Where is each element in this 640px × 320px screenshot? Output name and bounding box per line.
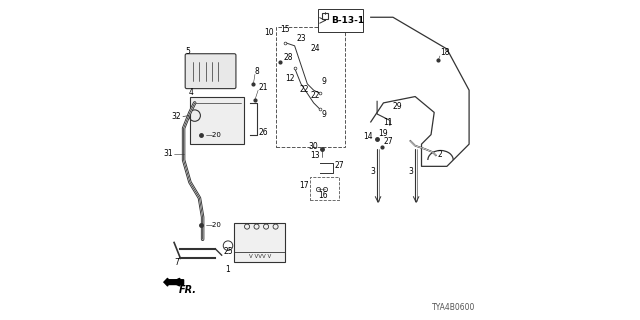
Text: 27: 27 bbox=[334, 161, 344, 170]
Text: 28: 28 bbox=[284, 53, 293, 62]
FancyBboxPatch shape bbox=[234, 223, 285, 261]
Text: 14: 14 bbox=[363, 132, 372, 141]
Text: 4: 4 bbox=[188, 88, 193, 97]
Text: 21: 21 bbox=[258, 83, 268, 92]
FancyArrow shape bbox=[164, 278, 184, 286]
FancyBboxPatch shape bbox=[190, 97, 244, 144]
Text: 22: 22 bbox=[310, 91, 320, 100]
FancyBboxPatch shape bbox=[319, 9, 363, 32]
Text: 30: 30 bbox=[308, 142, 319, 151]
Text: 8: 8 bbox=[255, 67, 260, 76]
Text: 13: 13 bbox=[310, 151, 320, 160]
Text: 12: 12 bbox=[285, 74, 294, 83]
Text: 32: 32 bbox=[172, 112, 181, 121]
Text: 25: 25 bbox=[223, 247, 233, 256]
Text: 7: 7 bbox=[175, 258, 180, 267]
Text: 18: 18 bbox=[440, 48, 450, 57]
Text: 1: 1 bbox=[225, 265, 230, 274]
FancyBboxPatch shape bbox=[185, 54, 236, 89]
Text: TYA4B0600: TYA4B0600 bbox=[432, 303, 476, 312]
Text: 15: 15 bbox=[280, 25, 290, 34]
Text: 31: 31 bbox=[164, 149, 173, 158]
Text: 22: 22 bbox=[300, 85, 309, 94]
Text: 19: 19 bbox=[379, 129, 388, 138]
Text: 3: 3 bbox=[370, 167, 375, 176]
Text: 11: 11 bbox=[383, 118, 393, 127]
Text: 24: 24 bbox=[310, 44, 320, 52]
Text: B-13-1: B-13-1 bbox=[331, 16, 364, 25]
Text: 9: 9 bbox=[321, 110, 326, 119]
Text: —20: —20 bbox=[206, 222, 221, 228]
Text: 16: 16 bbox=[318, 191, 328, 200]
Text: —20: —20 bbox=[206, 132, 221, 138]
Text: 17: 17 bbox=[300, 181, 309, 190]
Text: 5: 5 bbox=[185, 47, 190, 56]
Text: 2: 2 bbox=[437, 150, 442, 159]
Text: 27: 27 bbox=[383, 137, 393, 146]
Text: 29: 29 bbox=[393, 102, 403, 111]
Text: 23: 23 bbox=[296, 34, 306, 43]
Text: 9: 9 bbox=[321, 77, 326, 86]
Text: V VVV V: V VVV V bbox=[248, 254, 271, 259]
Text: FR.: FR. bbox=[179, 285, 197, 295]
Text: 10: 10 bbox=[264, 28, 274, 37]
Text: 3: 3 bbox=[408, 167, 413, 176]
Text: 26: 26 bbox=[258, 128, 268, 137]
